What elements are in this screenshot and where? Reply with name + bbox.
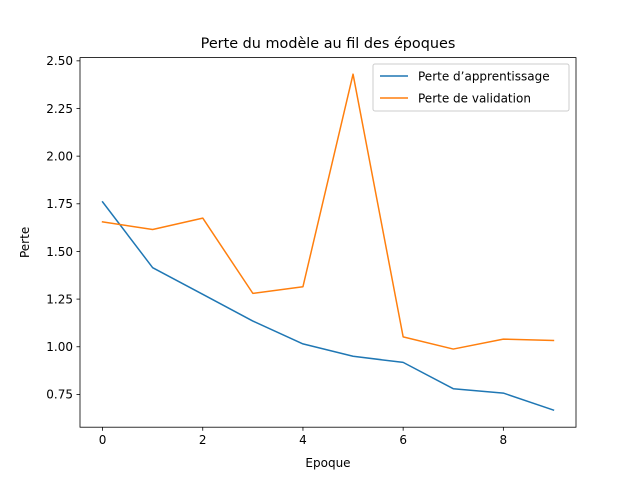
y-tick-label: 1.00 xyxy=(46,340,73,354)
ticks-layer: 0 2 4 6 8 0.75 1.00 1.25 1.50 1.75 2.00 2.25 2.50 xyxy=(46,54,507,447)
series-line-1 xyxy=(101,200,555,411)
x-tick-label: 8 xyxy=(500,433,508,447)
x-tick-label: 4 xyxy=(299,433,307,447)
y-tick-label: 1.50 xyxy=(46,245,73,259)
y-tick-label: 2.50 xyxy=(46,54,73,68)
y-tick-label: 2.25 xyxy=(46,102,73,116)
y-tick-label: 2.00 xyxy=(46,149,73,163)
chart-title: Perte du modèle au fil des époques xyxy=(201,36,456,52)
legend-label-series-2: Perte de validation xyxy=(418,91,531,105)
y-axis-label: Perte xyxy=(18,227,32,258)
legend-box xyxy=(372,63,570,112)
plot-area xyxy=(80,57,576,428)
y-tick-label: 0.75 xyxy=(46,388,73,402)
x-tick-label: 6 xyxy=(399,433,407,447)
x-tick-label: 0 xyxy=(99,433,107,447)
series-layer xyxy=(101,73,555,411)
y-tick-label: 1.25 xyxy=(46,292,73,306)
x-axis-label: Epoque xyxy=(305,456,350,470)
legend-label-series-1: Perte d’apprentissage xyxy=(418,69,550,83)
series-line-2 xyxy=(101,73,555,350)
y-tick-label: 1.75 xyxy=(46,197,73,211)
plot-frame xyxy=(79,57,577,428)
legend: Perte d’apprentissage Perte de validatio… xyxy=(372,63,570,112)
x-tick-label: 2 xyxy=(199,433,207,447)
